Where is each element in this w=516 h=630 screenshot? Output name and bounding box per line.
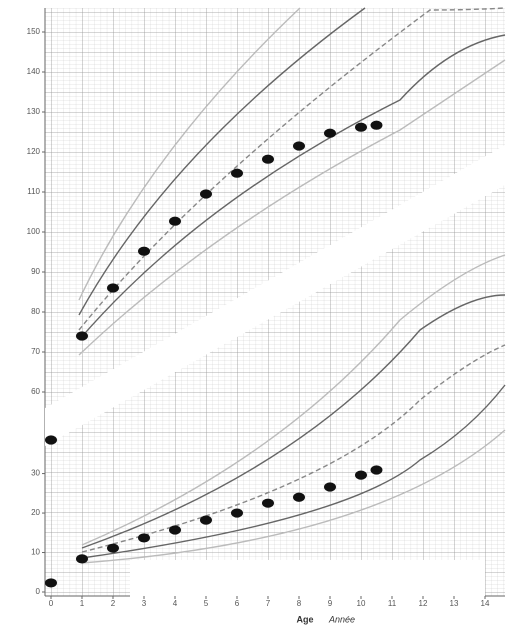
data-point <box>76 554 88 564</box>
data-point <box>370 120 383 130</box>
curve <box>78 59 506 356</box>
data-point <box>169 525 181 535</box>
data-point <box>293 492 305 502</box>
x-tick-label: 12 <box>419 599 428 608</box>
data-point <box>107 543 119 553</box>
data-point <box>324 482 336 492</box>
curve <box>81 384 506 559</box>
data-point <box>76 331 88 341</box>
x-tick-label: 8 <box>297 599 302 608</box>
x-tick-label: 4 <box>173 599 178 608</box>
x-tick-label: 10 <box>357 599 366 608</box>
data-point <box>45 435 57 445</box>
x-tick-label: 14 <box>481 599 490 608</box>
data-point <box>293 141 305 151</box>
curve <box>81 429 506 564</box>
data-point <box>355 470 367 480</box>
y-tick-label: 0 <box>36 587 41 596</box>
curve <box>81 294 506 549</box>
data-point <box>169 216 181 226</box>
y-tick-label: 80 <box>31 307 40 316</box>
x-tick-label: 7 <box>266 599 271 608</box>
y-tick-label: 10 <box>31 548 40 557</box>
curve <box>81 344 506 553</box>
data-point <box>107 283 119 293</box>
y-tick-label: 150 <box>27 27 41 36</box>
x-tick-label: 3 <box>142 599 147 608</box>
data-point <box>200 515 212 525</box>
x-tick-label: 0 <box>49 599 54 608</box>
data-point <box>231 168 243 178</box>
data-point <box>231 508 243 518</box>
curve <box>81 254 506 546</box>
x-tick-label: 2 <box>111 599 116 608</box>
data-point <box>45 578 57 588</box>
separator-band <box>45 142 510 446</box>
data-point <box>262 154 274 164</box>
y-tick-label: 70 <box>31 347 40 356</box>
data-point <box>262 498 274 508</box>
curve <box>78 7 301 301</box>
weight-percentiles <box>81 254 506 564</box>
y-tick-label: 120 <box>27 147 41 156</box>
curve <box>78 7 366 316</box>
y-tick-label: 30 <box>31 469 40 478</box>
data-point <box>324 128 336 138</box>
y-tick-label: 20 <box>31 508 40 517</box>
y-tick-label: 140 <box>27 67 41 76</box>
curve <box>78 7 506 331</box>
data-point <box>138 533 150 543</box>
y-tick-label: 130 <box>27 107 41 116</box>
x-axis-label: Age <box>296 614 313 624</box>
data-point <box>355 122 367 132</box>
data-point <box>370 465 383 475</box>
data-point <box>200 189 212 199</box>
x-tick-label: 5 <box>204 599 209 608</box>
x-axis-label-alt: Année <box>328 614 355 624</box>
x-tick-label: 11 <box>388 599 397 608</box>
x-tick-label: 13 <box>450 599 459 608</box>
y-tick-label: 60 <box>31 387 40 396</box>
y-tick-label: 100 <box>27 227 41 236</box>
blank-box <box>130 560 485 597</box>
data-point <box>138 246 150 256</box>
y-tick-label: 90 <box>31 267 40 276</box>
y-tick-label: 110 <box>27 187 40 196</box>
x-tick-label: 1 <box>80 599 85 608</box>
x-tick-label: 6 <box>235 599 240 608</box>
x-tick-label: 9 <box>328 599 333 608</box>
